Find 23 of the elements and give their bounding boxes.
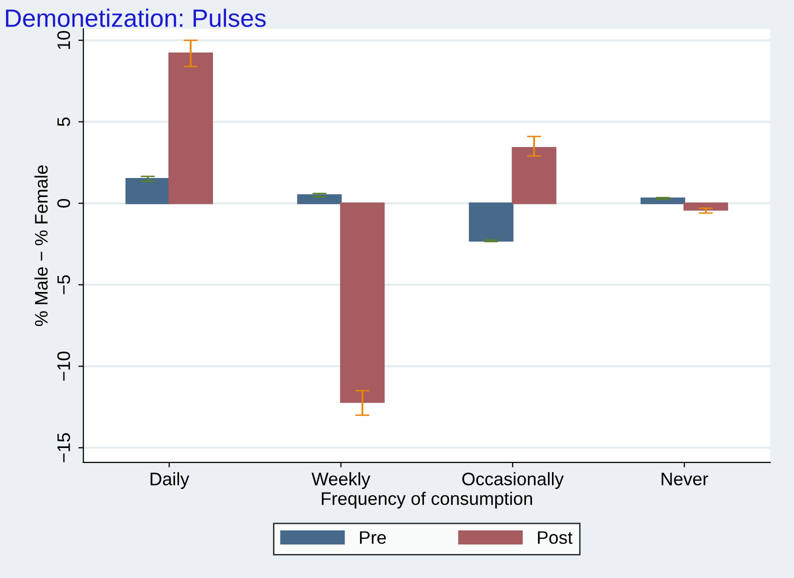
bar bbox=[683, 202, 728, 211]
bar bbox=[125, 178, 170, 204]
x-axis-title: Frequency of consumption bbox=[322, 492, 532, 509]
legend-label: Pre bbox=[360, 531, 386, 544]
x-tick-label: Never bbox=[662, 472, 708, 486]
bar bbox=[640, 198, 686, 204]
y-tick-label: −5 bbox=[57, 275, 70, 294]
bar bbox=[512, 147, 556, 204]
y-tick-label: 5 bbox=[57, 118, 70, 126]
y-tick-label: 10 bbox=[57, 30, 70, 49]
bar bbox=[297, 194, 342, 204]
y-axis-title: % Male − % Female bbox=[34, 165, 48, 326]
y-tick-label: −10 bbox=[57, 352, 70, 381]
legend-label: Post bbox=[538, 531, 573, 544]
x-tick-label: Occasionally bbox=[462, 472, 564, 489]
y-tick-label: −15 bbox=[57, 433, 70, 462]
bar bbox=[168, 52, 213, 204]
y-tick-label: 0 bbox=[57, 198, 70, 208]
x-tick-label: Weekly bbox=[312, 472, 370, 489]
chart-title: Demonetization: Pulses bbox=[6, 8, 266, 28]
x-tick-label: Daily bbox=[150, 472, 190, 489]
bar bbox=[468, 202, 514, 242]
bar bbox=[340, 202, 385, 403]
